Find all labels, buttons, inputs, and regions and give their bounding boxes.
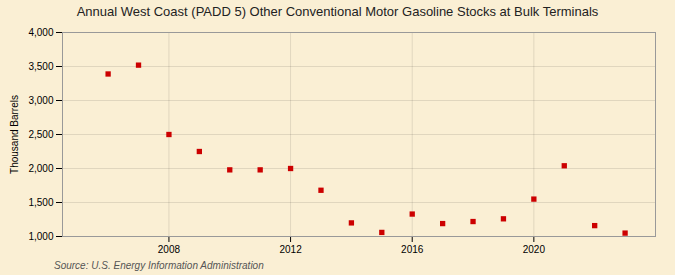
svg-text:1,500: 1,500 bbox=[28, 197, 53, 208]
svg-text:1,000: 1,000 bbox=[28, 231, 53, 242]
html-text:Source: U.S. Energy Informatio: Source: U.S. Energy Information Administ… bbox=[54, 260, 264, 271]
svg-text:2016: 2016 bbox=[401, 244, 424, 255]
svg-text:3,500: 3,500 bbox=[28, 61, 53, 72]
html-text:Annual West Coast (PADD 5) Oth: Annual West Coast (PADD 5) Other Convent… bbox=[76, 4, 599, 19]
svg-text:Thousand Barrels: Thousand Barrels bbox=[9, 95, 20, 174]
svg-text:2,500: 2,500 bbox=[28, 129, 53, 140]
svg-text:4,000: 4,000 bbox=[28, 27, 53, 38]
svg-text:2,000: 2,000 bbox=[28, 163, 53, 174]
svg-text:2020: 2020 bbox=[523, 244, 546, 255]
svg-text:2012: 2012 bbox=[279, 244, 302, 255]
svg-text:2008: 2008 bbox=[158, 244, 181, 255]
svg-text:3,000: 3,000 bbox=[28, 95, 53, 106]
